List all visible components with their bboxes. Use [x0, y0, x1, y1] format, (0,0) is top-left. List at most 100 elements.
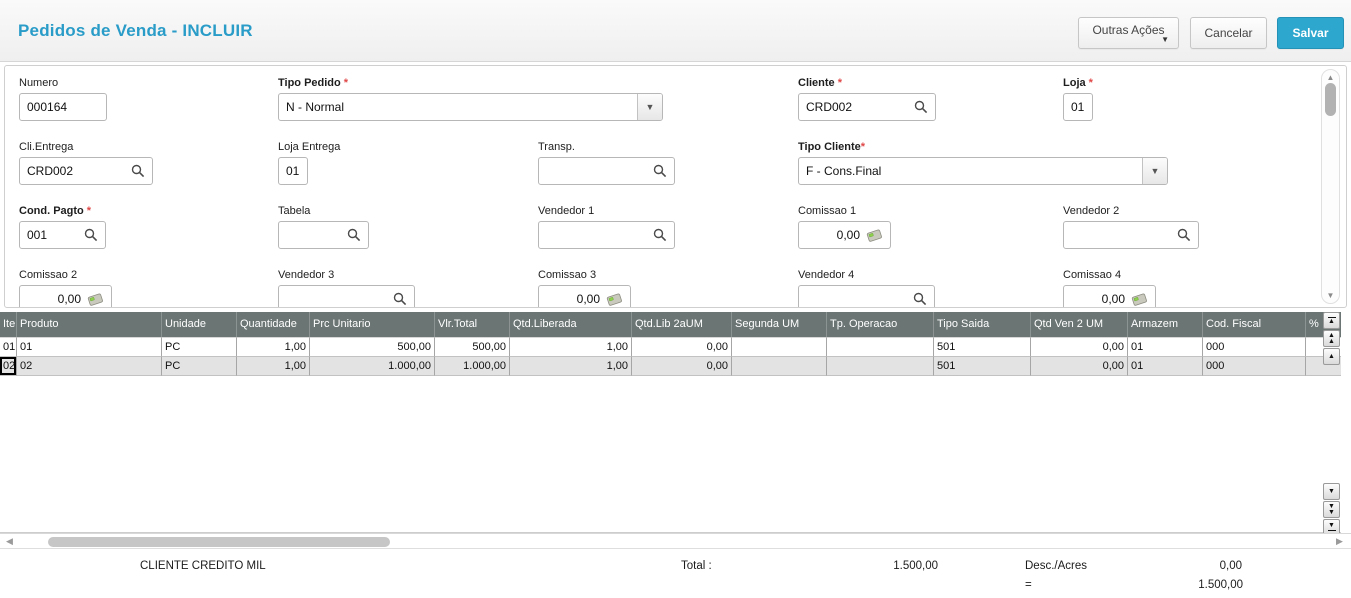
col-header-item[interactable]: Item: [0, 312, 17, 338]
dropdown-arrow-icon[interactable]: ▼: [1142, 158, 1167, 184]
loja-entrega-label: Loja Entrega: [278, 141, 341, 153]
tipo-pedido-select[interactable]: N - Normal ▼: [278, 93, 663, 121]
table-row[interactable]: 01 01 PC 1,00 500,00 500,00 1,00 0,00 50…: [0, 338, 1341, 357]
cell-tipo-saida[interactable]: 501: [934, 338, 1031, 357]
col-header-qtd-liberada[interactable]: Qtd.Liberada: [510, 312, 632, 338]
grid-scroll-pageup-button[interactable]: ▲ ▲: [1323, 330, 1340, 347]
horizontal-scrollbar-thumb[interactable]: [48, 537, 390, 547]
numero-input[interactable]: 000164: [19, 93, 107, 121]
comissao2-input[interactable]: 0,00: [19, 285, 112, 307]
cell-produto[interactable]: 01: [17, 338, 162, 357]
col-header-tipo-saida[interactable]: Tipo Saida: [934, 312, 1031, 338]
col-header-vlr-total[interactable]: Vlr.Total: [435, 312, 510, 338]
vendedor3-input[interactable]: [278, 285, 415, 307]
comissao1-input[interactable]: 0,00: [798, 221, 891, 249]
scroll-left-icon[interactable]: ◀: [6, 536, 13, 546]
col-header-qtd-ven-2um[interactable]: Qtd Ven 2 UM: [1031, 312, 1128, 338]
search-icon[interactable]: [1177, 228, 1191, 242]
cell-produto[interactable]: 02: [17, 357, 162, 376]
scroll-down-icon[interactable]: ▼: [1326, 291, 1335, 300]
cliente-field: Cliente * CRD002: [798, 77, 936, 121]
search-icon[interactable]: [347, 228, 361, 242]
vendedor4-input[interactable]: [798, 285, 935, 307]
salvar-button[interactable]: Salvar: [1277, 17, 1344, 49]
grid-horizontal-scrollbar[interactable]: ◀ ▶: [0, 533, 1351, 549]
cell-prc-unitario[interactable]: 500,00: [310, 338, 435, 357]
cli-entrega-input[interactable]: CRD002: [19, 157, 153, 185]
search-icon[interactable]: [131, 164, 145, 178]
tipo-cliente-select[interactable]: F - Cons.Final ▼: [798, 157, 1168, 185]
cell-qtd-ven-2um[interactable]: 0,00: [1031, 357, 1128, 376]
form-scrollbar[interactable]: ▲ ▼: [1321, 69, 1340, 304]
cell-tp-operacao[interactable]: [827, 338, 934, 357]
form-scrollbar-thumb[interactable]: [1325, 83, 1336, 116]
cell-tipo-saida[interactable]: 501: [934, 357, 1031, 376]
col-header-unidade[interactable]: Unidade: [162, 312, 237, 338]
vendedor1-input[interactable]: [538, 221, 675, 249]
grid-scroll-top-button[interactable]: ▲: [1323, 312, 1340, 329]
cell-tp-operacao[interactable]: [827, 357, 934, 376]
cell-qtd-liberada[interactable]: 1,00: [510, 338, 632, 357]
col-header-produto[interactable]: Produto: [17, 312, 162, 338]
search-icon[interactable]: [653, 228, 667, 242]
cell-quantidade[interactable]: 1,00: [237, 357, 310, 376]
cond-pagto-input[interactable]: 001: [19, 221, 106, 249]
search-icon[interactable]: [393, 292, 407, 306]
cell-armazem[interactable]: 01: [1128, 357, 1203, 376]
cliente-input[interactable]: CRD002: [798, 93, 936, 121]
col-header-segunda-um[interactable]: Segunda UM: [732, 312, 827, 338]
cell-segunda-um[interactable]: [732, 338, 827, 357]
col-header-quantidade[interactable]: Quantidade: [237, 312, 310, 338]
table-row-selected[interactable]: 02 02 PC 1,00 1.000,00 1.000,00 1,00 0,0…: [0, 357, 1341, 376]
cell-unidade[interactable]: PC: [162, 357, 237, 376]
tabela-input[interactable]: [278, 221, 369, 249]
loja-input[interactable]: 01: [1063, 93, 1093, 121]
cell-qtd-liberada[interactable]: 1,00: [510, 357, 632, 376]
cell-qtd-lib-2aum[interactable]: 0,00: [632, 338, 732, 357]
col-header-tp-operacao[interactable]: Tp. Operacao: [827, 312, 934, 338]
cell-unidade[interactable]: PC: [162, 338, 237, 357]
comissao4-input[interactable]: 0,00: [1063, 285, 1156, 307]
col-header-qtd-lib-2aum[interactable]: Qtd.Lib 2aUM: [632, 312, 732, 338]
col-header-prc-unitario[interactable]: Prc Unitario: [310, 312, 435, 338]
cell-prc-unitario[interactable]: 1.000,00: [310, 357, 435, 376]
calculator-icon[interactable]: [866, 229, 883, 242]
cell-qtd-ven-2um[interactable]: 0,00: [1031, 338, 1128, 357]
comissao3-input[interactable]: 0,00: [538, 285, 631, 307]
vendedor2-input[interactable]: [1063, 221, 1199, 249]
calculator-icon[interactable]: [606, 293, 623, 306]
cancelar-button[interactable]: Cancelar: [1190, 17, 1267, 49]
grid-scroll-pagedown-button[interactable]: ▼ ▼: [1323, 501, 1340, 518]
cell-qtd-lib-2aum[interactable]: 0,00: [632, 357, 732, 376]
page-down-icon: ▼: [1328, 502, 1335, 510]
cell-cod-fiscal[interactable]: 000: [1203, 338, 1306, 357]
dropdown-arrow-icon[interactable]: ▼: [637, 94, 662, 120]
grid-scroll-up-button[interactable]: ▲: [1323, 348, 1340, 365]
cell-armazem[interactable]: 01: [1128, 338, 1203, 357]
cell-segunda-um[interactable]: [732, 357, 827, 376]
calculator-icon[interactable]: [1131, 293, 1148, 306]
search-icon[interactable]: [914, 100, 928, 114]
scroll-up-icon[interactable]: ▲: [1326, 73, 1335, 82]
cell-cod-fiscal[interactable]: 000: [1203, 357, 1306, 376]
scroll-right-icon[interactable]: ▶: [1336, 536, 1343, 546]
col-header-armazem[interactable]: Armazem: [1128, 312, 1203, 338]
required-asterisk: *: [837, 77, 842, 89]
transp-input[interactable]: [538, 157, 675, 185]
search-icon[interactable]: [84, 228, 98, 242]
cell-vlr-total[interactable]: 1.000,00: [435, 357, 510, 376]
calculator-icon[interactable]: [87, 293, 104, 306]
cell-item-focused[interactable]: 02: [0, 357, 17, 376]
cond-pagto-label: Cond. Pagto *: [19, 205, 92, 217]
outras-acoes-label: Outras Ações: [1092, 23, 1165, 37]
search-icon[interactable]: [653, 164, 667, 178]
cell-vlr-total[interactable]: 500,00: [435, 338, 510, 357]
loja-entrega-input[interactable]: 01: [278, 157, 308, 185]
search-icon[interactable]: [913, 292, 927, 306]
col-header-cod-fiscal[interactable]: Cod. Fiscal: [1203, 312, 1306, 338]
cell-item[interactable]: 01: [0, 338, 17, 357]
vendedor4-label: Vendedor 4: [798, 269, 855, 281]
outras-acoes-button[interactable]: Outras Ações ▼: [1078, 17, 1179, 49]
cell-quantidade[interactable]: 1,00: [237, 338, 310, 357]
grid-scroll-down-button[interactable]: ▼: [1323, 483, 1340, 500]
